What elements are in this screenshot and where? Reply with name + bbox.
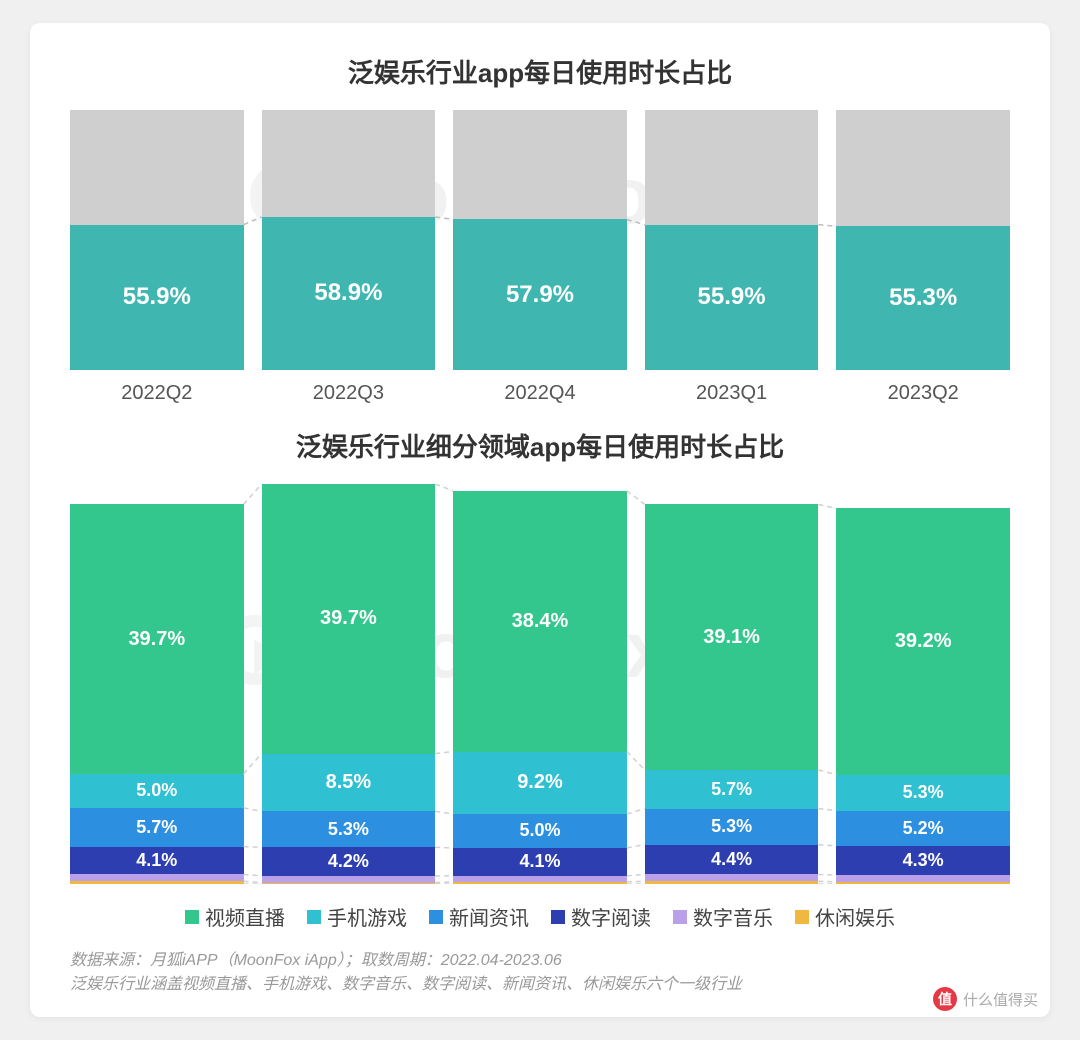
chart2-bar: 39.1%5.7%5.3%4.4%	[645, 484, 819, 884]
legend: 视频直播 手机游戏 新闻资讯 数字阅读 数字音乐 休闲娱乐	[70, 902, 1010, 931]
chart2-segment-game: 5.3%	[836, 775, 1010, 811]
legend-label: 手机游戏	[327, 902, 407, 931]
chart1-bar: 55.9%	[70, 110, 244, 370]
chart2-segment-music	[836, 875, 1010, 882]
chart2-plot: MoonFox 39.7%5.0%5.7%4.1%39.7%8.5%5.3%4.…	[70, 484, 1010, 884]
chart2-segment-music	[645, 874, 819, 881]
chart2-segment-news: 5.0%	[453, 814, 627, 848]
chart2-bar: 38.4%9.2%5.0%4.1%	[453, 484, 627, 884]
legend-swatch	[307, 910, 321, 924]
chart2-segment-read: 4.1%	[453, 848, 627, 876]
chart1-value-segment: 55.9%	[645, 225, 819, 370]
legend-swatch	[185, 910, 199, 924]
chart2-segment-leisure	[645, 881, 819, 884]
chart2-segment-leisure	[453, 882, 627, 884]
chart2-segment-video: 39.7%	[262, 484, 436, 754]
chart2-segment-video: 39.1%	[645, 504, 819, 770]
chart2-segment-video: 39.7%	[70, 504, 244, 774]
legend-label: 新闻资讯	[449, 902, 529, 931]
chart2-bar: 39.7%8.5%5.3%4.2%	[262, 484, 436, 884]
brand-mark: 值	[933, 987, 957, 1011]
legend-item: 数字阅读	[551, 902, 651, 931]
chart2-segment-video: 39.2%	[836, 508, 1010, 774]
chart2-segment-read: 4.4%	[645, 845, 819, 875]
chart1-bar: 58.9%	[262, 110, 436, 370]
chart1-xaxis-label: 2022Q3	[262, 382, 436, 405]
chart2-segment-video: 38.4%	[453, 491, 627, 752]
legend-item: 视频直播	[185, 902, 285, 931]
chart1-bar: 55.3%	[836, 110, 1010, 370]
chart1-bar: 55.9%	[645, 110, 819, 370]
chart2-title: 泛娱乐行业细分领域app每日使用时长占比	[70, 427, 1010, 464]
chart2-segment-read: 4.3%	[836, 846, 1010, 875]
chart2-segment-game: 9.2%	[453, 752, 627, 814]
legend-label: 数字阅读	[571, 902, 651, 931]
chart2-segment-read: 4.1%	[70, 847, 244, 875]
chart2-segment-music	[262, 876, 436, 883]
chart2-bar: 39.7%5.0%5.7%4.1%	[70, 484, 244, 884]
site-branding: 值 什么值得买	[933, 987, 1038, 1011]
chart2-segment-game: 8.5%	[262, 754, 436, 812]
chart1-xaxis-label: 2022Q2	[70, 382, 244, 405]
legend-swatch	[551, 910, 565, 924]
chart2-segment-news: 5.7%	[70, 808, 244, 847]
chart1-value-segment: 57.9%	[453, 219, 627, 370]
chart2-segment-news: 5.2%	[836, 811, 1010, 846]
source-line1: 数据来源：月狐iAPP（MoonFox iApp）；取数周期：2022.04-2…	[70, 949, 1010, 973]
legend-swatch	[795, 910, 809, 924]
chart1-plot: MoonFox 55.9%58.9%57.9%55.9%55.3%	[70, 110, 1010, 370]
legend-label: 视频直播	[205, 902, 285, 931]
legend-label: 休闲娱乐	[815, 902, 895, 931]
legend-swatch	[429, 910, 443, 924]
chart1-value-segment: 55.3%	[836, 226, 1010, 370]
chart1-value-segment: 58.9%	[262, 217, 436, 370]
chart2-segment-leisure	[262, 883, 436, 884]
chart-card: 泛娱乐行业app每日使用时长占比 MoonFox 55.9%58.9%57.9%…	[30, 23, 1050, 1017]
chart1-xaxis-label: 2022Q4	[453, 382, 627, 405]
legend-item: 休闲娱乐	[795, 902, 895, 931]
chart1-value-segment: 55.9%	[70, 225, 244, 370]
chart2-segment-news: 5.3%	[645, 809, 819, 845]
chart1-xaxis-label: 2023Q1	[645, 382, 819, 405]
legend-item: 手机游戏	[307, 902, 407, 931]
chart1-xaxis: 2022Q2 2022Q3 2022Q4 2023Q1 2023Q2	[70, 382, 1010, 405]
source-line2: 泛娱乐行业涵盖视频直播、手机游戏、数字音乐、数字阅读、新闻资讯、休闲娱乐六个一级…	[70, 973, 1010, 997]
chart2-segment-game: 5.0%	[70, 774, 244, 808]
legend-item: 数字音乐	[673, 902, 773, 931]
chart2-segment-music	[70, 874, 244, 881]
chart2-bar: 39.2%5.3%5.2%4.3%	[836, 484, 1010, 884]
legend-swatch	[673, 910, 687, 924]
chart1-title: 泛娱乐行业app每日使用时长占比	[70, 53, 1010, 90]
chart2-segment-leisure	[836, 882, 1010, 884]
source-note: 数据来源：月狐iAPP（MoonFox iApp）；取数周期：2022.04-2…	[70, 949, 1010, 997]
chart1-bar: 57.9%	[453, 110, 627, 370]
legend-label: 数字音乐	[693, 902, 773, 931]
chart2-segment-news: 5.3%	[262, 811, 436, 847]
brand-text: 什么值得买	[963, 989, 1038, 1010]
legend-item: 新闻资讯	[429, 902, 529, 931]
chart2-segment-read: 4.2%	[262, 847, 436, 876]
chart1-xaxis-label: 2023Q2	[836, 382, 1010, 405]
chart2-segment-game: 5.7%	[645, 770, 819, 809]
chart2-segment-leisure	[70, 881, 244, 884]
